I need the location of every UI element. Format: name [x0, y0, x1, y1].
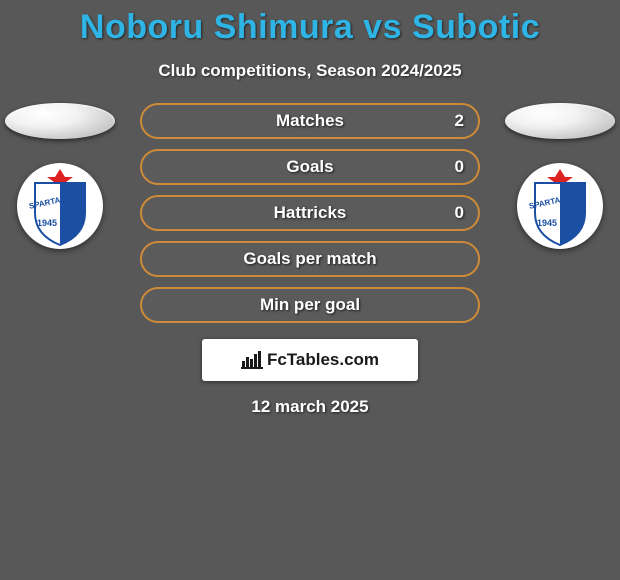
attribution-badge: FcTables.com [202, 339, 418, 381]
date-label: 12 march 2025 [0, 397, 620, 417]
stat-label: Goals [286, 157, 333, 177]
stat-row-goals-per-match: Goals per match [140, 241, 480, 277]
player-left-avatar-placeholder [5, 103, 115, 139]
player-left-club-badge: SPARTAK 1945 [17, 163, 103, 249]
stat-right-value: 2 [455, 111, 464, 131]
badge-year: 1945 [537, 218, 557, 228]
player-right-club-badge: SPARTAK 1945 [517, 163, 603, 249]
stat-row-hattricks: Hattricks 0 [140, 195, 480, 231]
comparison-panel: SPARTAK 1945 SPARTAK 1945 Matches 2 Goal… [0, 103, 620, 417]
stat-row-goals: Goals 0 [140, 149, 480, 185]
bar-chart-icon [241, 351, 263, 369]
badge-year: 1945 [37, 218, 57, 228]
subtitle: Club competitions, Season 2024/2025 [0, 61, 620, 81]
player-left-column: SPARTAK 1945 [0, 103, 120, 249]
spartak-badge-icon: SPARTAK 1945 [517, 163, 603, 249]
stat-label: Matches [276, 111, 344, 131]
stat-right-value: 0 [455, 157, 464, 177]
player-right-avatar-placeholder [505, 103, 615, 139]
stats-list: Matches 2 Goals 0 Hattricks 0 Goals per … [140, 103, 480, 323]
stat-row-min-per-goal: Min per goal [140, 287, 480, 323]
stat-label: Hattricks [274, 203, 347, 223]
page-title: Noboru Shimura vs Subotic [0, 0, 620, 47]
stat-row-matches: Matches 2 [140, 103, 480, 139]
stat-label: Min per goal [260, 295, 360, 315]
player-right-column: SPARTAK 1945 [500, 103, 620, 249]
stat-label: Goals per match [243, 249, 376, 269]
attribution-text: FcTables.com [267, 350, 379, 370]
spartak-badge-icon: SPARTAK 1945 [17, 163, 103, 249]
stat-right-value: 0 [455, 203, 464, 223]
